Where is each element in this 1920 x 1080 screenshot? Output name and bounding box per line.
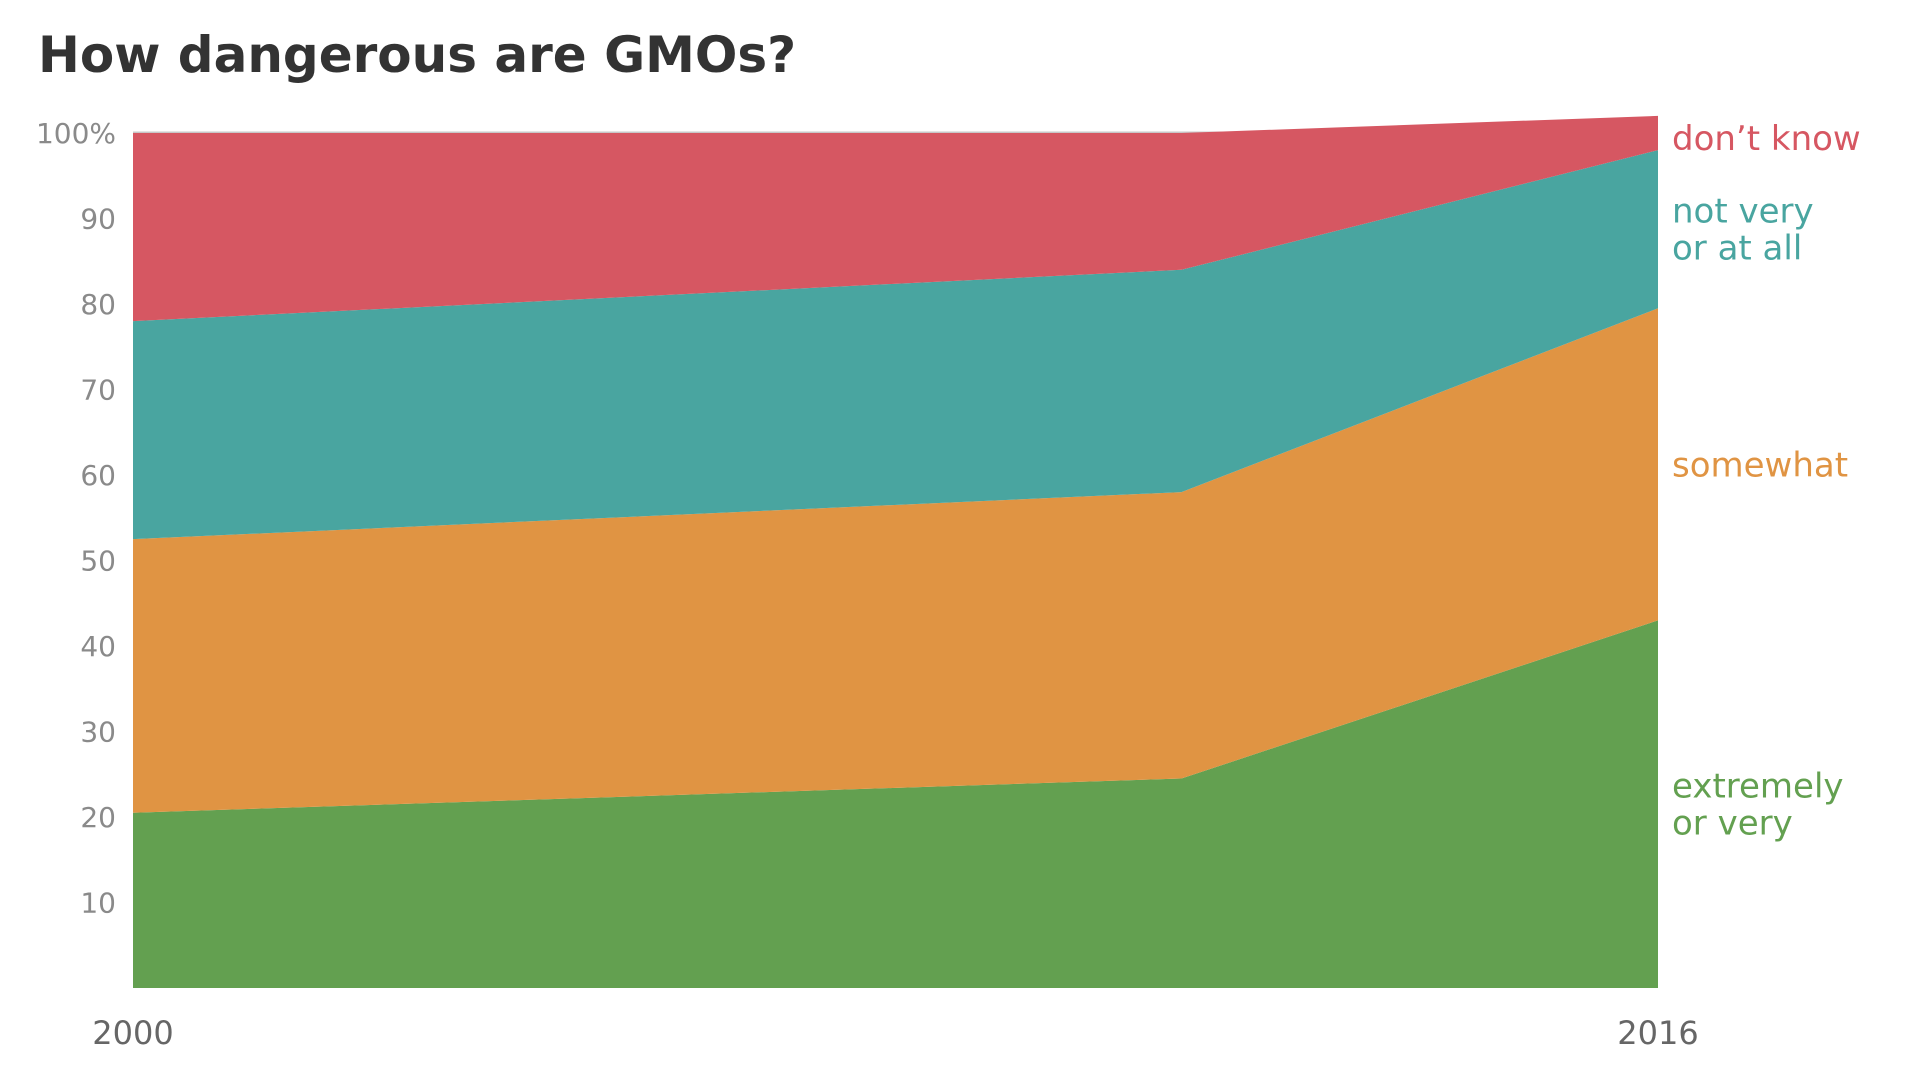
area-somewhat bbox=[133, 308, 1658, 813]
y-tick-label: 100% bbox=[36, 117, 116, 150]
x-tick-label: 2000 bbox=[92, 1014, 173, 1052]
series-labels: extremely or very somewhat not very or at al… bbox=[1672, 119, 1861, 844]
y-tick-label: 40 bbox=[80, 630, 116, 663]
y-tick-label: 50 bbox=[80, 545, 116, 578]
area-extremely-or-very bbox=[133, 620, 1658, 988]
y-tick-label: 60 bbox=[80, 459, 116, 492]
series-label-not-very-or-at-all: not very or at all bbox=[1672, 192, 1814, 269]
y-tick-label: 80 bbox=[80, 288, 116, 321]
x-tick-label: 2016 bbox=[1617, 1014, 1698, 1052]
series-label-extremely-or-very: extremely or very bbox=[1672, 767, 1844, 844]
y-tick-label: 70 bbox=[80, 374, 116, 407]
y-tick-label: 90 bbox=[80, 203, 116, 236]
y-tick-label: 30 bbox=[80, 716, 116, 749]
chart-title: How dangerous are GMOs? bbox=[38, 26, 796, 84]
y-axis-ticks: 10 20 30 40 50 60 70 80 90 100% bbox=[36, 117, 116, 920]
y-tick-label: 20 bbox=[80, 801, 116, 834]
series-label-somewhat: somewhat bbox=[1672, 445, 1848, 485]
area-layers bbox=[133, 115, 1658, 988]
x-axis-ticks: 2000 2016 bbox=[92, 1014, 1698, 1052]
y-tick-label: 10 bbox=[80, 887, 116, 920]
area-don-t-know bbox=[133, 115, 1658, 322]
area-not-very-or-at-all bbox=[133, 150, 1658, 540]
series-label-don-t-know: don’t know bbox=[1672, 119, 1861, 159]
